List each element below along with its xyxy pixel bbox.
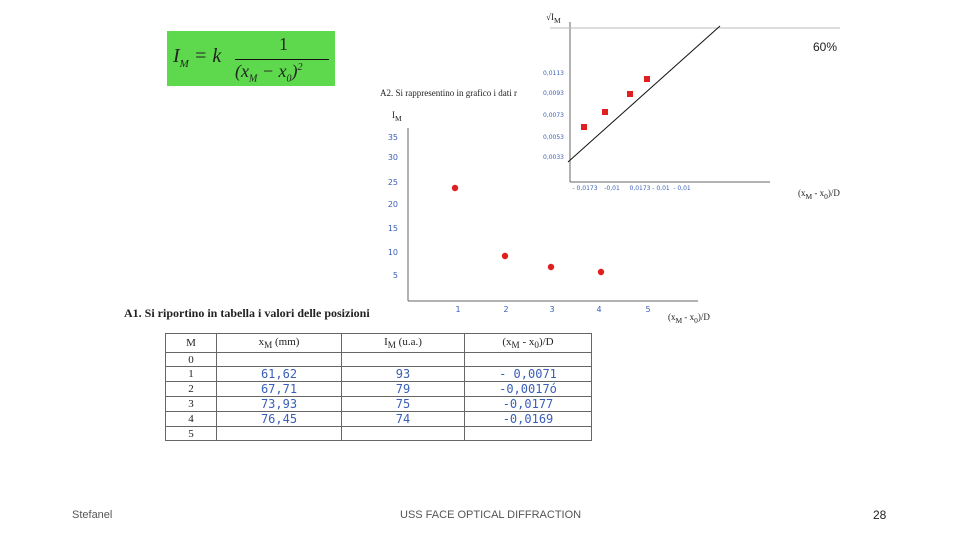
footer-title: USS FACE OPTICAL DIFFRACTION (400, 509, 582, 521)
cell-x: 67,71 (216, 381, 342, 397)
cell-ratio (464, 426, 592, 441)
data-point (501, 252, 509, 260)
cell-intensity: 74 (341, 411, 465, 427)
plot-xlabel: (xM - x0)/D (668, 312, 710, 325)
inset-data-point (602, 109, 608, 115)
cell-m: 0 (165, 352, 217, 367)
data-point (597, 268, 605, 276)
cell-x (216, 426, 342, 441)
y-tick-label: 5 (393, 271, 398, 280)
y-tick-label: 30 (388, 153, 398, 162)
table-row: 2 67,71 79 -0,0017ó (165, 381, 592, 397)
cell-ratio: - 0,0071 (464, 366, 592, 382)
data-point (547, 263, 555, 271)
table-row: 3 73,93 75 -0,0177 (165, 396, 592, 412)
inset-y-tick-label: 0,0053 (543, 134, 564, 141)
table-row: 5 (165, 426, 592, 441)
cell-ratio: -0,0017ó (464, 381, 592, 397)
zoom-level: 60% (813, 40, 838, 54)
x-tick-label: 5 (645, 305, 650, 314)
inset-data-point (627, 91, 633, 97)
measurements-table: M xM (mm) IM (u.a.) (xM - x0)/D 0 1 61,62 9… (165, 333, 592, 441)
plot-title: A2. Si rappresentino in grafico i dati r (380, 88, 517, 98)
inset-xlabel: (xM - x0)/D (798, 188, 840, 201)
table-row: 1 61,62 93- 0,0071 (165, 366, 592, 382)
header-ratio: (xM - x0)/D (464, 333, 592, 353)
x-tick-label: 2 (503, 305, 508, 314)
cell-ratio: -0,0177 (464, 396, 592, 412)
inset-x-tick-label: - 0,01 (673, 185, 691, 192)
cell-m: 2 (165, 381, 217, 397)
inset-y-tick-label: 0,0113 (543, 70, 564, 77)
cell-m: 4 (165, 411, 217, 427)
header-m: M (165, 333, 217, 353)
inset-x-tick-label: - 0,01 (652, 185, 670, 192)
cell-intensity (341, 352, 465, 367)
data-point (451, 184, 459, 192)
inset-y-tick-label: 0,0033 (543, 154, 564, 161)
table-row: 4 76,45 74 -0,0169 (165, 411, 592, 427)
cell-m: 5 (165, 426, 217, 441)
sqrt-intensity-plot-scan: √IM 0,0113 0,0093 0,0073 0,0053 0,0033 - 0,0… (530, 0, 840, 201)
plot-canvas: 35 30 25 20 15 10 5 1 2 3 4 5 (388, 128, 698, 314)
header-intensity: IM (u.a.) (341, 333, 465, 353)
cell-m: 3 (165, 396, 217, 412)
table-title: A1. Si riportino in tabella i valori del… (124, 306, 370, 320)
x-tick-label: 3 (549, 305, 554, 314)
inset-y-tick-label: 0,0093 (543, 90, 564, 97)
y-tick-label: 25 (388, 178, 398, 187)
cell-ratio (464, 352, 592, 367)
x-tick-label: 4 (596, 305, 601, 314)
inset-x-tick-label: - 0,0173 (572, 185, 597, 192)
header-x: xM (mm) (216, 333, 342, 353)
table-row: 0 (165, 352, 592, 367)
cell-intensity (341, 426, 465, 441)
y-tick-label: 15 (388, 224, 398, 233)
page-number: 28 (873, 508, 887, 522)
formula-numerator: 1 (279, 34, 288, 54)
cell-ratio: -0,0169 (464, 411, 592, 427)
cell-m: 1 (165, 366, 217, 382)
cell-x: 73,93 (216, 396, 342, 412)
cell-intensity: 75 (341, 396, 465, 412)
intensity-formula: IM = k 1 (xM − x0)2 (167, 31, 335, 86)
inset-data-point (581, 124, 587, 130)
y-tick-label: 20 (388, 200, 398, 209)
cell-x: 76,45 (216, 411, 342, 427)
cell-x (216, 352, 342, 367)
cell-intensity: 93 (341, 366, 465, 382)
formula-denominator: (xM − x0)2 (235, 61, 303, 85)
cell-intensity: 79 (341, 381, 465, 397)
formula-lhs: IM = k (173, 45, 222, 70)
y-tick-label: 10 (388, 248, 398, 257)
footer-author: Stefanel (72, 509, 113, 521)
y-tick-label: 35 (388, 133, 398, 142)
inset-x-tick-label: 0,0173 (630, 185, 651, 192)
inset-data-point (644, 76, 650, 82)
cell-x: 61,62 (216, 366, 342, 382)
table-header-row: M xM (mm) IM (u.a.) (xM - x0)/D (165, 333, 592, 353)
inset-x-tick-label: -0,01 (604, 185, 620, 192)
plot-ylabel: IM (392, 110, 402, 123)
formula-fraction-bar (235, 59, 329, 60)
inset-fit-line (567, 25, 721, 163)
inset-ylabel: √IM (546, 12, 561, 25)
x-tick-label: 1 (455, 305, 460, 314)
inset-y-tick-label: 0,0073 (543, 112, 564, 119)
